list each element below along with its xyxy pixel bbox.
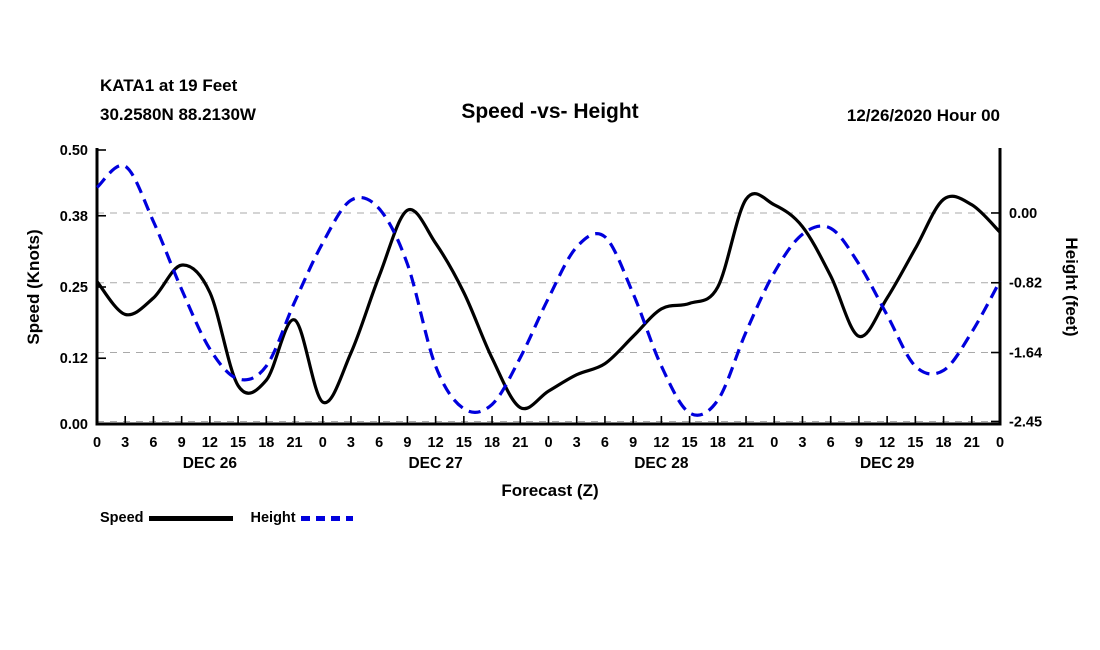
- x-tick-label: 0: [93, 435, 101, 451]
- x-tick-label: 12: [879, 435, 895, 451]
- x-tick-label: 3: [798, 435, 806, 451]
- x-tick-label: 15: [907, 435, 923, 451]
- x-tick-label: 18: [710, 435, 726, 451]
- chart-title: Speed -vs- Height: [461, 100, 639, 123]
- x-tick-label: 0: [770, 435, 778, 451]
- x-tick-label: 6: [601, 435, 609, 451]
- right-axis-title: Height (feet): [1062, 237, 1081, 337]
- legend-height-label: Height: [250, 510, 296, 526]
- x-tick-label: 6: [827, 435, 835, 451]
- x-tick-label: 6: [375, 435, 383, 451]
- right-tick-label: -1.64: [1009, 346, 1042, 362]
- left-axis-title: Speed (Knots): [24, 229, 43, 345]
- axes: [95, 148, 1002, 426]
- right-tick-label: 0.00: [1009, 206, 1037, 222]
- right-tick-label: -2.45: [1009, 414, 1042, 430]
- day-label: DEC 28: [634, 455, 689, 472]
- day-label: DEC 26: [183, 455, 238, 472]
- left-tick-label: 0.38: [60, 209, 88, 225]
- x-tick-label: 9: [178, 435, 186, 451]
- x-tick-label: 0: [544, 435, 552, 451]
- legend-speed-line-swatch: [148, 515, 233, 521]
- series-line-speed: [95, 192, 1002, 411]
- legend-height-line-swatch: [300, 515, 353, 521]
- x-tick-label: 21: [286, 435, 302, 451]
- x-axis-title: Forecast (Z): [501, 481, 599, 500]
- legend: Speed Height: [100, 510, 353, 526]
- left-tick-label: 0.00: [60, 417, 88, 433]
- x-tick-label: 15: [456, 435, 472, 451]
- x-tick-label: 9: [855, 435, 863, 451]
- right-axis: 0.00 -0.82 -1.64 -2.45: [991, 206, 1042, 430]
- x-tick-label: 15: [682, 435, 698, 451]
- x-tick-label: 0: [996, 435, 1004, 451]
- x-tick-label: 18: [258, 435, 274, 451]
- x-tick-label: 12: [202, 435, 218, 451]
- legend-speed-label: Speed: [100, 510, 144, 526]
- right-tick-label: -0.82: [1009, 276, 1042, 292]
- x-tick-label: 18: [484, 435, 500, 451]
- day-label: DEC 27: [408, 455, 462, 472]
- x-tick-label: 9: [403, 435, 411, 451]
- left-tick-label: 0.50: [60, 143, 88, 159]
- x-tick-label: 3: [347, 435, 355, 451]
- x-tick-label: 9: [629, 435, 637, 451]
- x-tick-label: 12: [428, 435, 444, 451]
- series-line-height: [95, 163, 1002, 417]
- station-coordinates: 30.2580N 88.2130W: [100, 105, 256, 124]
- forecast-start-datetime: 12/26/2020 Hour 00: [846, 106, 1000, 125]
- x-tick-label: 12: [653, 435, 669, 451]
- x-tick-label: 3: [121, 435, 129, 451]
- x-tick-label: 15: [230, 435, 246, 451]
- x-tick-label: 21: [738, 435, 754, 451]
- left-axis: 0.00 0.12 0.25 0.38 0.50: [60, 143, 106, 433]
- x-tick-label: 21: [512, 435, 528, 451]
- x-axis: 0 3 6 9 12 15 18 21 0 3 6 9 12 15 18 21 0 3 6 9 12 15 18 21 0 3 6 9…: [93, 416, 1004, 472]
- x-tick-label: 18: [935, 435, 951, 451]
- x-tick-label: 6: [149, 435, 157, 451]
- x-tick-label: 0: [319, 435, 327, 451]
- station-id: KATA1 at 19 Feet: [100, 76, 238, 95]
- day-label: DEC 29: [860, 455, 915, 472]
- left-tick-label: 0.12: [60, 351, 88, 367]
- left-tick-label: 0.25: [60, 280, 88, 296]
- x-tick-label: 3: [573, 435, 581, 451]
- x-tick-label: 21: [964, 435, 980, 451]
